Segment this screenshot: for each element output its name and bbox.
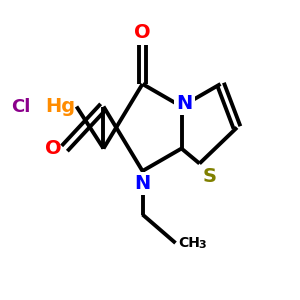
Text: S: S [202, 167, 217, 185]
Text: Cl: Cl [11, 98, 31, 116]
Text: Hg: Hg [45, 97, 75, 116]
Text: N: N [176, 94, 193, 113]
Text: O: O [45, 139, 62, 158]
Text: O: O [134, 23, 151, 42]
Text: N: N [134, 174, 151, 193]
Text: 3: 3 [198, 239, 206, 250]
Text: CH: CH [178, 236, 200, 250]
